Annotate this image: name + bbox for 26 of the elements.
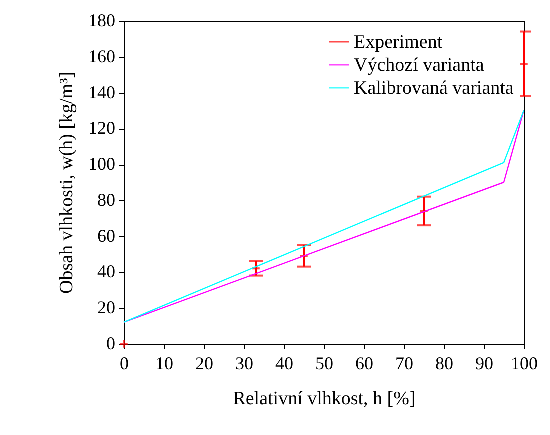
y-tick-label: 0 (106, 334, 116, 354)
x-tick-label: 90 (476, 354, 494, 374)
x-tick-label: 30 (236, 354, 254, 374)
x-tick-label: 10 (156, 354, 174, 374)
x-tick-label: 60 (356, 354, 374, 374)
y-tick-label: 100 (88, 154, 116, 174)
y-tick-label: 160 (88, 46, 116, 66)
x-tick-label: 0 (120, 354, 129, 374)
x-tick-label: 100 (511, 354, 538, 374)
y-tick-label: 180 (88, 10, 116, 30)
y-tick-label: 140 (88, 82, 116, 102)
y-tick-label: 20 (98, 298, 116, 318)
x-tick-label: 70 (396, 354, 414, 374)
y-axis-title: Obsah vlhkosti, w(h) [kg/m³] (56, 72, 78, 294)
y-tick-label: 120 (88, 118, 116, 138)
x-tick-label: 20 (196, 354, 214, 374)
x-axis-title: Relativní vlhkost, h [%] (233, 388, 416, 410)
legend-label: Výchozí varianta (354, 55, 485, 76)
legend-label: Experiment (354, 32, 444, 53)
y-tick-label: 80 (98, 190, 116, 210)
x-tick-label: 80 (436, 354, 454, 374)
y-tick-label: 60 (98, 226, 116, 246)
x-tick-label: 50 (316, 354, 334, 374)
x-tick-label: 40 (276, 354, 294, 374)
y-tick-label: 40 (98, 262, 116, 282)
legend-label: Kalibrovaná varianta (354, 78, 514, 99)
